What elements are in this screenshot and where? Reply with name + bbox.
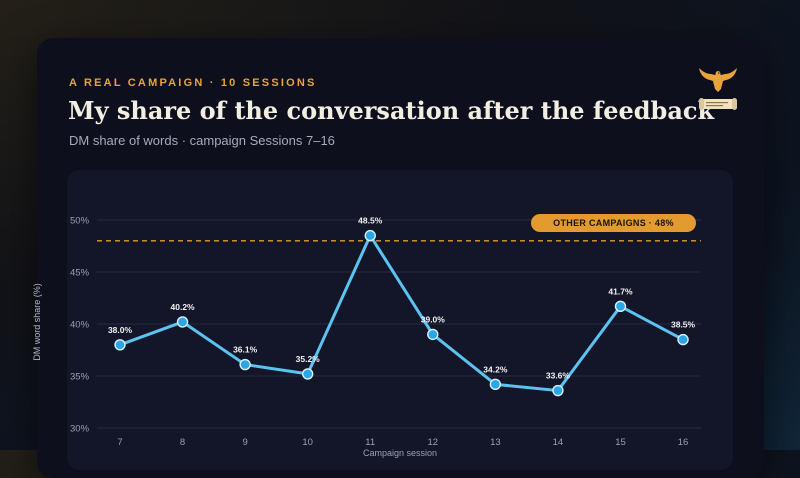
y-axis-label: DM word share (%) bbox=[32, 283, 42, 361]
data-point bbox=[239, 358, 251, 371]
page-title: My share of the conversation after the f… bbox=[68, 96, 715, 125]
x-tick-label: 14 bbox=[553, 437, 564, 448]
y-tick-label: 40% bbox=[70, 320, 90, 331]
x-tick-label: 9 bbox=[242, 437, 247, 448]
eagle-scroll-icon bbox=[696, 65, 740, 117]
data-label: 34.2% bbox=[483, 364, 508, 374]
data-point bbox=[301, 368, 314, 380]
data-label: 35.2% bbox=[296, 354, 321, 364]
data-point bbox=[614, 300, 627, 313]
reference-line-label: OTHER CAMPAIGNS · 48% bbox=[531, 214, 696, 232]
x-tick-label: 16 bbox=[678, 437, 689, 448]
data-label: 38.5% bbox=[671, 320, 696, 330]
series-line bbox=[118, 234, 685, 393]
data-label: 36.1% bbox=[233, 345, 258, 355]
kicker-text: A REAL CAMPAIGN · 10 SESSIONS bbox=[69, 77, 317, 89]
x-tick-label: 11 bbox=[365, 437, 375, 448]
page-subtitle: DM share of words · campaign Sessions 7–… bbox=[69, 133, 335, 148]
data-point bbox=[364, 229, 376, 242]
y-tick-label: 50% bbox=[70, 216, 90, 227]
data-point bbox=[427, 328, 439, 341]
data-point bbox=[552, 384, 564, 397]
data-label: 40.2% bbox=[171, 302, 196, 312]
data-point bbox=[176, 316, 189, 328]
data-label: 48.5% bbox=[358, 216, 383, 226]
x-tick-label: 8 bbox=[180, 437, 185, 448]
data-label: 39.0% bbox=[421, 314, 446, 324]
x-tick-label: 12 bbox=[428, 437, 439, 448]
data-point bbox=[489, 378, 502, 391]
y-tick-label: 35% bbox=[70, 372, 90, 383]
y-tick-label: 45% bbox=[70, 268, 90, 279]
y-tick-label: 30% bbox=[70, 424, 90, 435]
data-point bbox=[677, 333, 689, 346]
data-point bbox=[114, 339, 126, 351]
data-label: 33.6% bbox=[546, 371, 571, 381]
x-tick-label: 13 bbox=[490, 437, 501, 448]
data-label: 41.7% bbox=[608, 286, 633, 296]
x-tick-label: 10 bbox=[302, 437, 313, 448]
x-tick-label: 15 bbox=[615, 437, 626, 448]
chart-card: A REAL CAMPAIGN · 10 SESSIONS My share o… bbox=[37, 38, 764, 478]
x-tick-label: 7 bbox=[117, 437, 122, 448]
data-label: 38.0% bbox=[108, 325, 133, 335]
